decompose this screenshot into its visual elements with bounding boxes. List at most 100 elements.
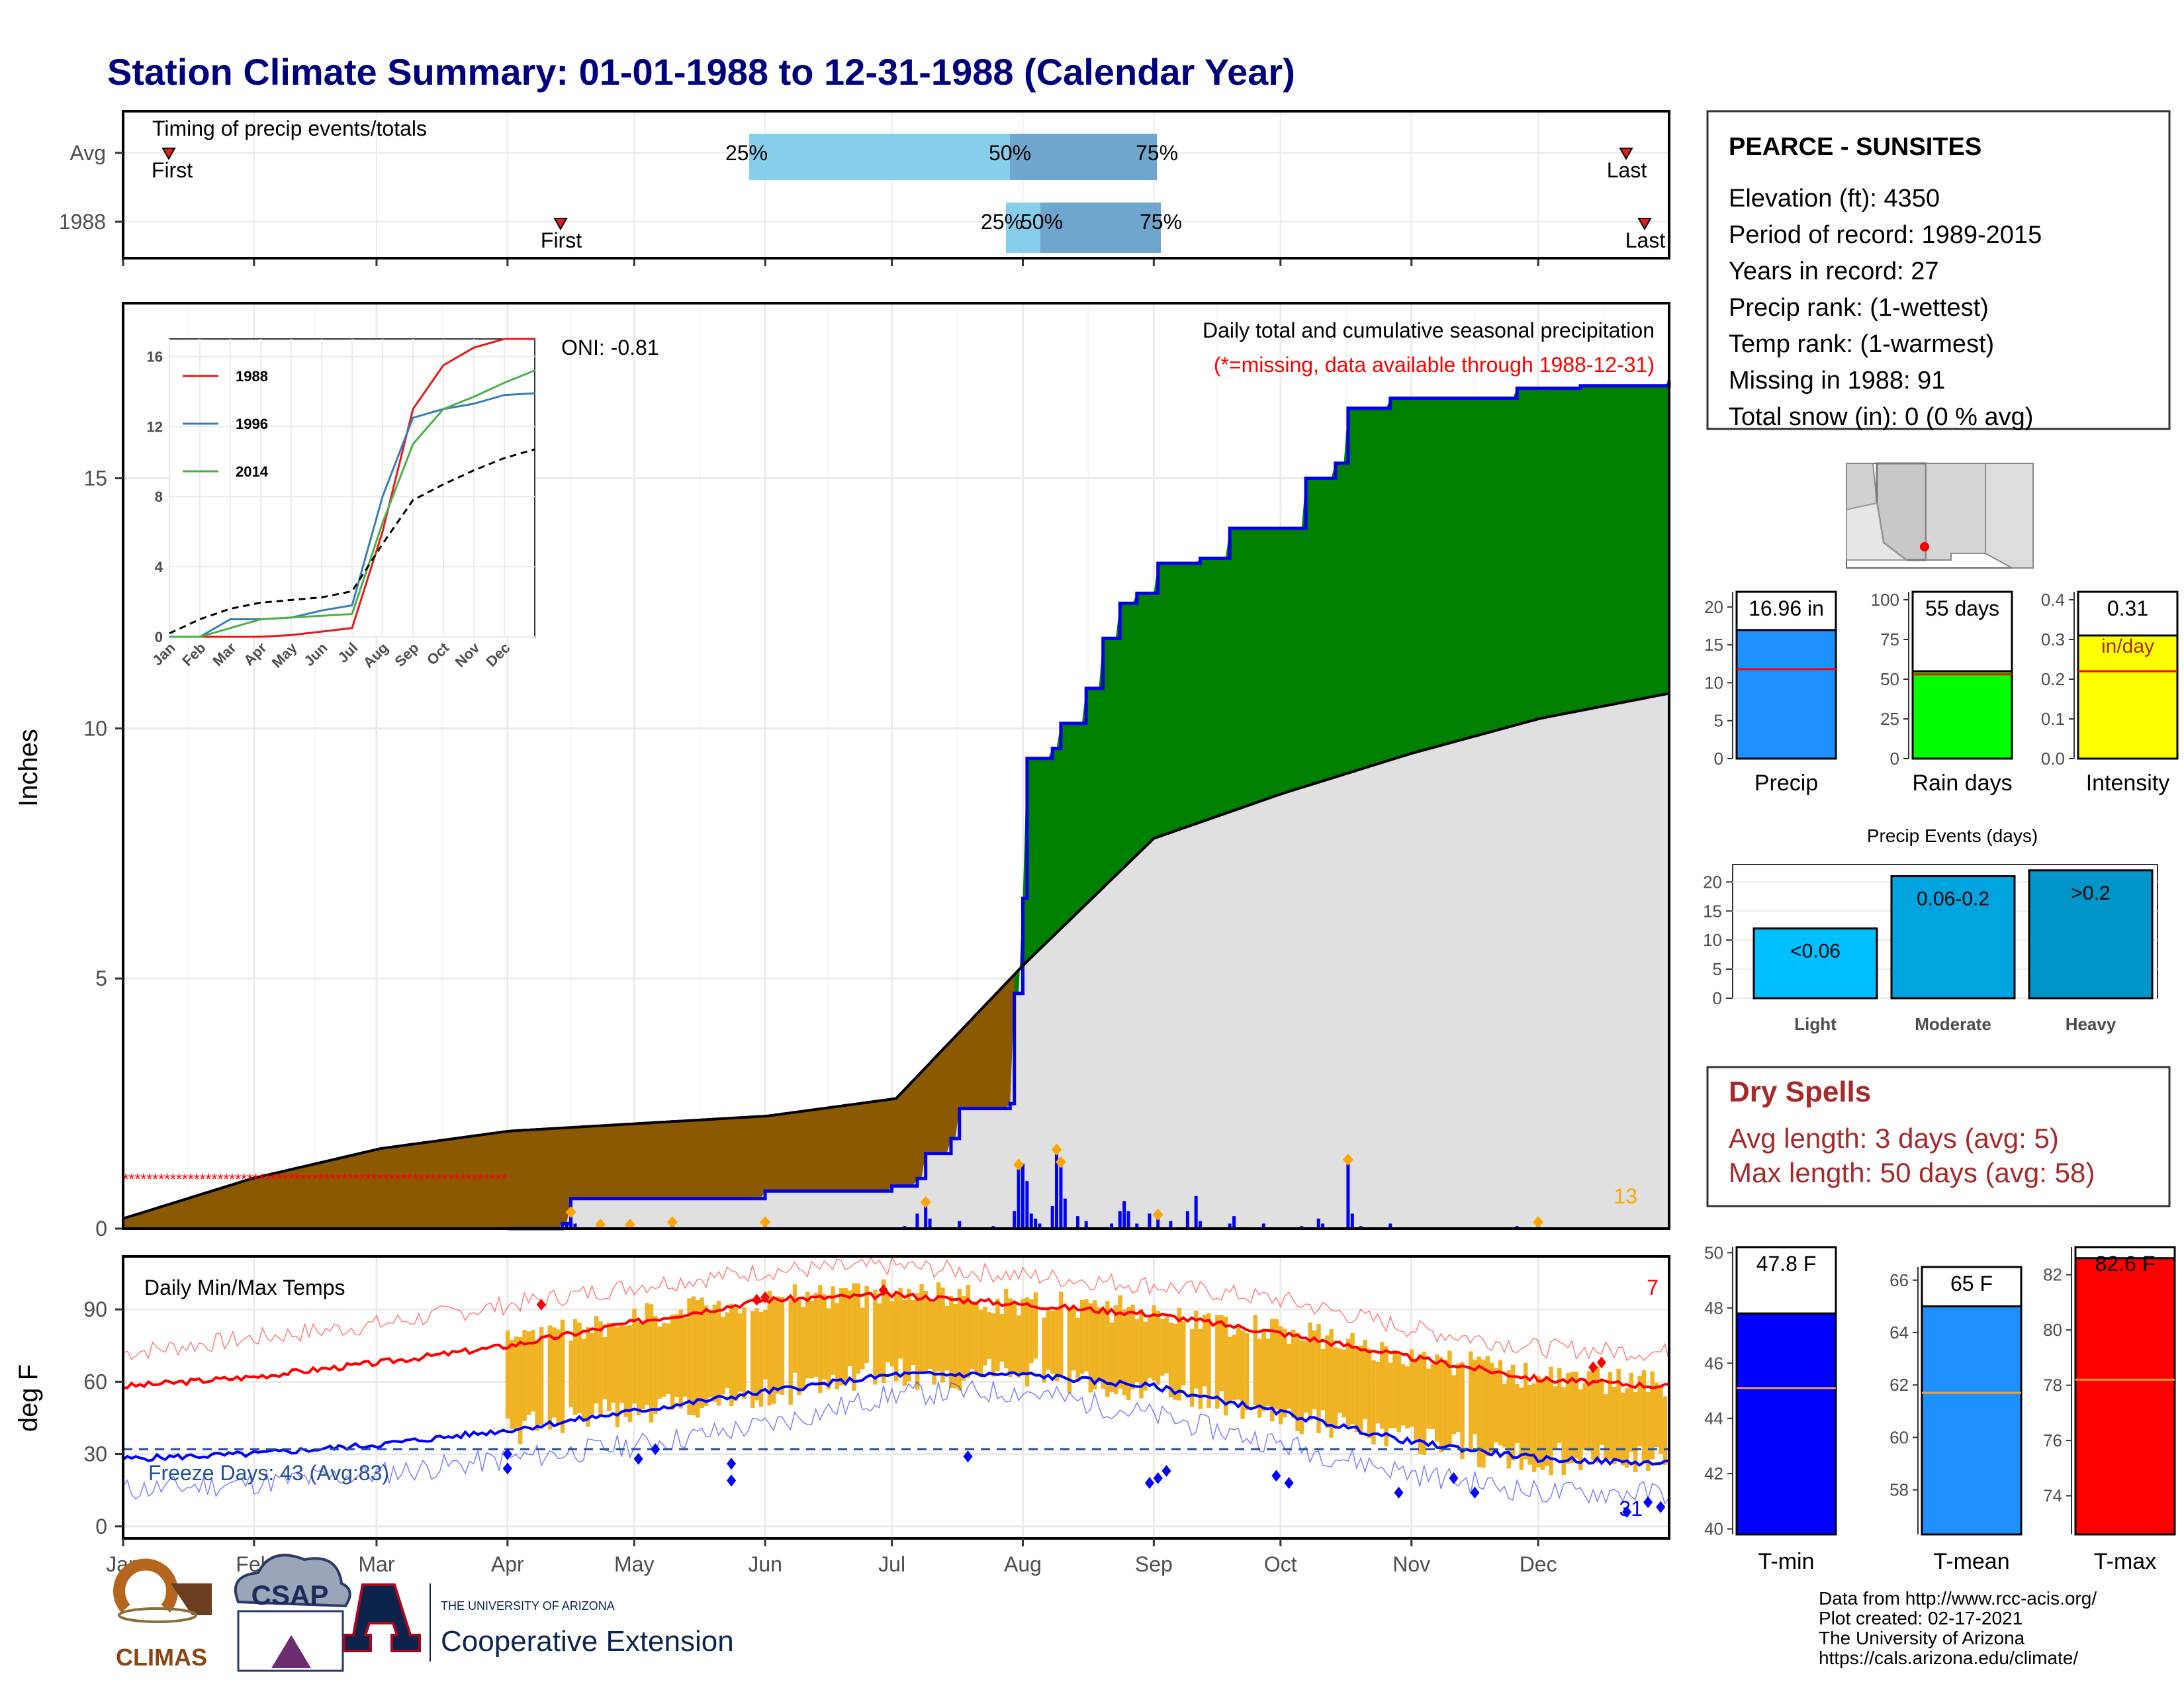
- daily-precip-bar: [1110, 1223, 1114, 1229]
- daily-temp-bar: [983, 1307, 987, 1366]
- min-record-count: 31: [1619, 1497, 1643, 1521]
- missing-marker: *: [146, 1170, 152, 1188]
- daily-temp-bar: [776, 1296, 780, 1394]
- daily-temp-bar: [696, 1300, 700, 1418]
- record-high-marker: [752, 1293, 762, 1306]
- record-low-marker: [727, 1474, 737, 1487]
- record-low-marker: [1284, 1477, 1294, 1489]
- daily-temp-bar: [1578, 1389, 1583, 1470]
- daily-temp-bar: [1599, 1378, 1604, 1445]
- daily-precip-bar: [1156, 1218, 1160, 1229]
- daily-temp-bar: [1363, 1340, 1367, 1419]
- tstat-bar: [1735, 1312, 1837, 1536]
- missing-marker: *: [241, 1170, 247, 1188]
- stat-bar: [2077, 634, 2179, 760]
- timing-row-year-label: 1988: [59, 210, 106, 234]
- climas-ring: [118, 1607, 197, 1623]
- daily-temp-bar: [1134, 1319, 1140, 1382]
- climas-text: CLIMAS: [116, 1644, 207, 1671]
- timing-row-avg-label: Avg: [69, 141, 106, 165]
- daily-temp-bar: [1118, 1295, 1122, 1389]
- precip-event-marker: [1533, 1216, 1544, 1229]
- page-title: Station Climate Summary: 01-01-1988 to 1…: [107, 51, 1295, 93]
- daily-temp-bar: [1561, 1387, 1566, 1476]
- daily-temp-bar: [805, 1291, 810, 1379]
- daily-temp-bar: [1527, 1384, 1532, 1465]
- month-tick-label: Dec: [1520, 1552, 1557, 1576]
- daily-temp-bar: [1316, 1324, 1321, 1434]
- climas-logo: CLIMAS: [113, 1558, 212, 1671]
- tstat-y-tick-label: 76: [2043, 1430, 2062, 1450]
- missing-marker: *: [205, 1170, 211, 1188]
- daily-temp-bar: [948, 1295, 954, 1389]
- daily-temp-bar: [1308, 1322, 1312, 1421]
- month-tick-label: Apr: [491, 1552, 524, 1576]
- tstat-bar: [1921, 1305, 2023, 1536]
- dry-spells-max: Max length: 50 days (avg: 58): [1729, 1157, 2095, 1188]
- daily-temp-bar: [1469, 1351, 1473, 1452]
- daily-temp-bar: [1101, 1311, 1106, 1389]
- daily-temp-bar: [1092, 1300, 1097, 1389]
- daily-temp-bar: [1637, 1376, 1642, 1446]
- missing-marker: *: [436, 1170, 442, 1188]
- precip-y-tick-label: 0: [95, 1217, 107, 1241]
- daily-temp-bar: [1287, 1343, 1292, 1409]
- stat-value-label: 16.96 in: [1749, 596, 1824, 620]
- daily-precip-bar: [1063, 1198, 1067, 1229]
- record-low-marker: [1656, 1501, 1666, 1513]
- daily-temp-bar: [526, 1331, 531, 1415]
- daily-temp-bar: [1021, 1298, 1025, 1376]
- daily-temp-bar: [809, 1300, 814, 1379]
- record-low-marker: [502, 1462, 512, 1475]
- daily-temp-bar: [606, 1322, 612, 1412]
- daily-temp-bar: [932, 1301, 936, 1385]
- daily-temp-bar: [936, 1282, 941, 1372]
- record-low-marker: [651, 1443, 660, 1456]
- daily-temp-bar: [594, 1315, 599, 1404]
- daily-temp-bar: [797, 1300, 801, 1395]
- daily-temp-bar: [737, 1313, 743, 1392]
- missing-marker: *: [318, 1170, 324, 1188]
- stat-y-tick-label: 0.3: [2041, 630, 2065, 649]
- inset-y-tick-label: 16: [147, 348, 163, 365]
- tstat-y-tick-label: 40: [1704, 1519, 1723, 1539]
- station-info-box: PEARCE - SUNSITES Elevation (ft): 4350 P…: [1706, 110, 2171, 431]
- daily-temp-bar: [1489, 1362, 1494, 1453]
- daily-precip-bar: [1118, 1211, 1122, 1229]
- daily-temp-bar: [1024, 1297, 1030, 1387]
- daily-temp-bar: [1549, 1366, 1553, 1476]
- daily-precip-bar: [1059, 1166, 1063, 1229]
- month-tick-label: Sep: [1135, 1552, 1173, 1576]
- daily-temp-bar: [860, 1307, 865, 1370]
- daily-temp-bar: [1054, 1309, 1060, 1382]
- daily-temp-bar: [623, 1326, 629, 1417]
- daily-temp-bar: [1540, 1378, 1545, 1470]
- daily-temp-bar: [995, 1298, 1000, 1372]
- stat-y-tick-label: 10: [1704, 673, 1723, 692]
- daily-temp-bar: [1565, 1373, 1570, 1464]
- daily-temp-bar: [928, 1301, 933, 1369]
- freeze-days-label: Freeze Days: 43 (Avg:83): [148, 1461, 389, 1485]
- timing-frame-top: [122, 110, 1670, 259]
- stat-value-label: 55 days: [1925, 596, 1999, 620]
- daily-temp-bar: [1173, 1323, 1177, 1400]
- missing-marker: *: [388, 1170, 394, 1188]
- map-state-nm: [1925, 463, 1986, 561]
- daily-temp-bar: [1506, 1370, 1511, 1469]
- year-25-50-bar: [1006, 203, 1040, 253]
- daily-temp-bar: [560, 1319, 565, 1433]
- daily-temp-bar: [831, 1286, 835, 1375]
- year-50-75-bar: [1040, 203, 1161, 253]
- daily-temp-bar: [1320, 1348, 1326, 1411]
- missing-marker: *: [347, 1170, 353, 1188]
- events-bar: [1890, 875, 2016, 1000]
- footer-credits: Data from http://www.rcc-acis.org/ Plot …: [1819, 1588, 2097, 1668]
- cumulative-line: [507, 380, 1671, 1231]
- daily-precip-bar: [1321, 1223, 1325, 1229]
- stat-y-tick-label: 0.1: [2041, 709, 2065, 729]
- daily-temp-bar: [1659, 1385, 1663, 1454]
- precip-frame: [122, 302, 1670, 1230]
- daily-temp-bar: [1312, 1330, 1317, 1410]
- daily-temp-bar: [847, 1290, 852, 1367]
- stat-value-label: 0.31: [2107, 596, 2148, 620]
